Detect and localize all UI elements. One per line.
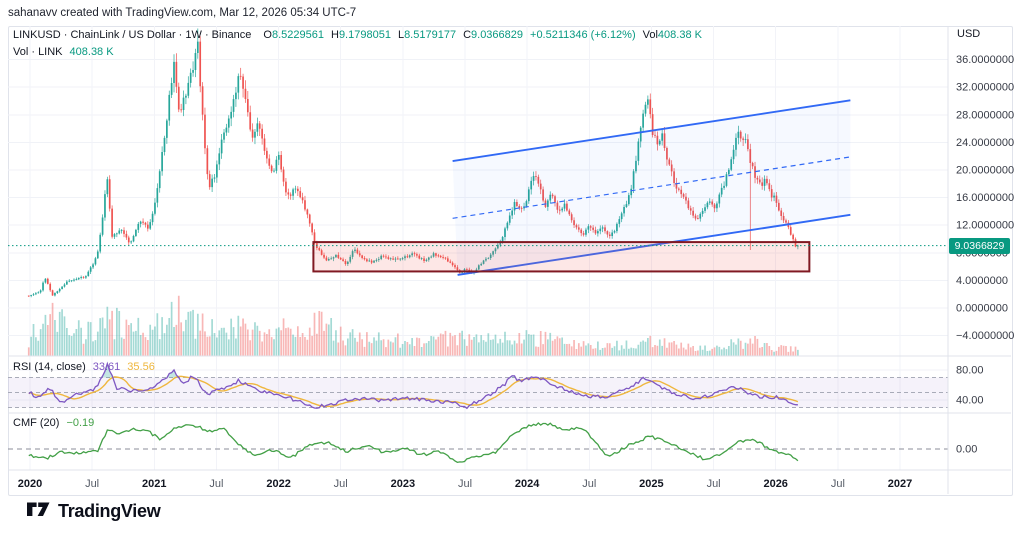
tradingview-footer[interactable]: TradingView xyxy=(26,501,161,522)
svg-text:Jul: Jul xyxy=(707,478,721,490)
svg-text:16.0000000: 16.0000000 xyxy=(956,192,1014,204)
chart-frame xyxy=(8,26,1013,496)
legend-row-volume: Vol · LINK 408.38 K xyxy=(13,46,114,58)
svg-text:0.00: 0.00 xyxy=(956,444,977,456)
svg-text:Jul: Jul xyxy=(209,478,223,490)
svg-text:Jul: Jul xyxy=(458,478,472,490)
svg-text:12.0000000: 12.0000000 xyxy=(956,220,1014,232)
svg-text:Jul: Jul xyxy=(582,478,596,490)
svg-text:2025: 2025 xyxy=(639,478,663,490)
svg-text:Jul: Jul xyxy=(334,478,348,490)
ohlc-low: L8.5179177 xyxy=(397,29,457,41)
svg-text:28.0000000: 28.0000000 xyxy=(956,109,1014,121)
tradingview-wordmark: TradingView xyxy=(58,501,161,521)
ohlc-open: O8.5229561 xyxy=(263,29,324,41)
svg-text:36.0000000: 36.0000000 xyxy=(956,54,1014,66)
svg-text:32.0000000: 32.0000000 xyxy=(956,82,1014,94)
tradingview-logo-icon xyxy=(27,502,50,516)
svg-text:2021: 2021 xyxy=(142,478,166,490)
svg-text:80.00: 80.00 xyxy=(956,365,984,377)
svg-text:Jul: Jul xyxy=(831,478,845,490)
symbol-title[interactable]: LINKUSD · ChainLink / US Dollar · 1W · B… xyxy=(13,29,252,41)
svg-text:40.00: 40.00 xyxy=(956,395,984,407)
legend-row-main: LINKUSD · ChainLink / US Dollar · 1W · B… xyxy=(13,29,709,41)
ohlc-close: C9.0366829 xyxy=(463,29,524,41)
volume-study-value: 408.38 K xyxy=(69,46,114,58)
change-value: +0.5211346 (+6.12%) xyxy=(530,29,636,41)
svg-text:2024: 2024 xyxy=(515,478,540,490)
rsi-label[interactable]: RSI (14, close) xyxy=(13,361,86,373)
svg-text:24.0000000: 24.0000000 xyxy=(956,137,1014,149)
cmf-legend: CMF (20) −0.19 xyxy=(13,417,94,429)
ohlc-high: H9.1798051 xyxy=(330,29,391,41)
rsi-ma-value: 35.56 xyxy=(127,361,155,373)
last-price-badge: 9.0366829 xyxy=(949,238,1010,254)
svg-text:20.0000000: 20.0000000 xyxy=(956,165,1014,177)
svg-text:Jul: Jul xyxy=(85,478,99,490)
svg-text:2023: 2023 xyxy=(391,478,415,490)
cmf-value: −0.19 xyxy=(66,417,95,429)
header-attribution-text: sahanavv created with TradingView.com, M… xyxy=(8,7,357,19)
rsi-value: 33.61 xyxy=(92,361,121,373)
rsi-legend: RSI (14, close) 33.61 35.56 xyxy=(13,361,155,373)
svg-text:2020: 2020 xyxy=(18,478,42,490)
svg-text:−4.0000000: −4.0000000 xyxy=(956,330,1014,342)
svg-text:0.0000000: 0.0000000 xyxy=(956,303,1008,315)
svg-text:2027: 2027 xyxy=(888,478,912,490)
volume-study-label[interactable]: Vol · LINK xyxy=(13,46,63,58)
svg-text:4.0000000: 4.0000000 xyxy=(956,275,1008,287)
volume-inline: Vol408.38 K xyxy=(642,29,702,41)
cmf-label[interactable]: CMF (20) xyxy=(13,417,60,429)
svg-text:2026: 2026 xyxy=(763,478,787,490)
price-axis-currency-label[interactable]: USD xyxy=(957,28,981,40)
svg-text:2022: 2022 xyxy=(266,478,290,490)
